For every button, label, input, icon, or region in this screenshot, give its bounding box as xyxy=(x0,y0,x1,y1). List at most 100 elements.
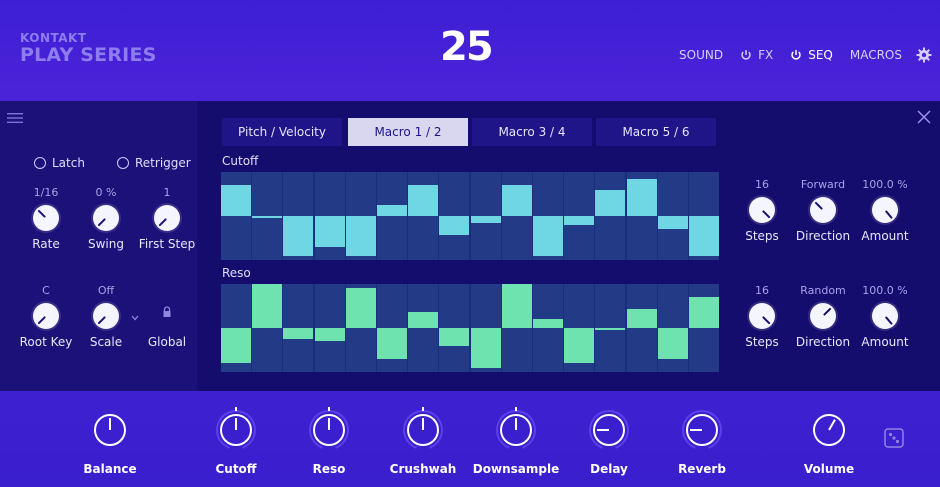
cutoff-step-bar xyxy=(439,216,470,236)
menu-icon[interactable] xyxy=(7,112,23,124)
cutoff-step-16[interactable] xyxy=(689,172,719,260)
reso-direction-value: Random xyxy=(800,284,846,297)
reso-step-5[interactable] xyxy=(345,284,376,372)
reso-step-bar xyxy=(595,328,626,330)
cutoff-step-3[interactable] xyxy=(283,172,314,260)
scale-knob[interactable] xyxy=(93,303,119,329)
cutoff-step-9[interactable] xyxy=(470,172,501,260)
cutoff-step-6[interactable] xyxy=(377,172,407,260)
scale-label: Scale xyxy=(89,335,123,349)
tab-macro-5-6[interactable]: Macro 5 / 6 xyxy=(596,118,716,146)
crushwah-knob[interactable] xyxy=(403,407,443,450)
cutoff-step-grid[interactable] xyxy=(221,172,719,260)
swing-knob[interactable] xyxy=(93,205,119,231)
macro-knobs-bar: Balance Cutoff Reso Crushwah Downsample … xyxy=(0,391,940,487)
nav-macros[interactable]: MACROS xyxy=(850,48,902,62)
cutoff-steps-knob[interactable] xyxy=(743,191,781,229)
latch-radio[interactable] xyxy=(34,157,46,169)
delay-knob[interactable] xyxy=(589,410,629,450)
cutoff-step-8[interactable] xyxy=(439,172,470,260)
power-icon[interactable] xyxy=(790,49,802,61)
root-key-knob[interactable] xyxy=(33,303,59,329)
cutoff-step-2[interactable] xyxy=(252,172,283,260)
reso-step-7[interactable] xyxy=(408,284,439,372)
first-step-knob[interactable] xyxy=(154,205,180,231)
reso-step-9[interactable] xyxy=(470,284,501,372)
reso-step-16[interactable] xyxy=(689,284,719,372)
cutoff-step-bar xyxy=(470,216,501,224)
reso-step-grid[interactable] xyxy=(221,284,719,372)
power-icon[interactable] xyxy=(740,49,752,61)
tab-pitch-velocity[interactable]: Pitch / Velocity xyxy=(222,118,342,146)
nav-fx[interactable]: FX xyxy=(740,48,773,62)
cutoff-knob[interactable] xyxy=(216,407,256,450)
reso-step-4[interactable] xyxy=(314,284,345,372)
cutoff-step-13[interactable] xyxy=(595,172,626,260)
cutoff-direction-value: Forward xyxy=(800,178,846,191)
sequencer-settings: Latch Retrigger 1/16 Rate 0 % Swing 1 Fi… xyxy=(0,101,197,391)
cutoff-direction-label: Direction xyxy=(795,229,851,243)
balance-knob[interactable] xyxy=(90,410,130,450)
nav-seq[interactable]: SEQ xyxy=(790,48,833,62)
root-key-value: C xyxy=(42,284,50,297)
cutoff-direction-knob[interactable] xyxy=(804,191,842,229)
reso-amount-control: 100.0 % Amount xyxy=(855,284,915,349)
cutoff-step-7[interactable] xyxy=(408,172,439,260)
tab-macro-3-4[interactable]: Macro 3 / 4 xyxy=(472,118,592,146)
reso-step-14[interactable] xyxy=(626,284,657,372)
retrigger-radio[interactable] xyxy=(117,157,129,169)
reso-steps-knob[interactable] xyxy=(743,297,781,335)
lock-icon[interactable] xyxy=(162,306,172,318)
downsample-knob[interactable] xyxy=(496,407,536,450)
first-step-control: 1 First Step xyxy=(137,186,197,251)
chevron-down-icon[interactable] xyxy=(131,315,139,321)
reso-step-10[interactable] xyxy=(501,284,532,372)
cutoff-step-12[interactable] xyxy=(564,172,595,260)
reverb-knob[interactable] xyxy=(682,410,722,450)
reso-step-1[interactable] xyxy=(221,284,251,372)
rate-control: 1/16 Rate xyxy=(16,186,76,251)
reso-step-bar xyxy=(501,284,532,328)
reso-knob[interactable] xyxy=(309,407,349,450)
reso-step-bar xyxy=(439,328,470,346)
cutoff-step-bar xyxy=(689,216,719,256)
tab-macro-1-2[interactable]: Macro 1 / 2 xyxy=(348,118,468,146)
reso-step-bar xyxy=(408,312,439,328)
cutoff-amount-knob[interactable] xyxy=(866,191,904,229)
retrigger-toggle[interactable]: Retrigger xyxy=(117,156,191,170)
nav-sound[interactable]: SOUND xyxy=(679,48,723,62)
cutoff-step-15[interactable] xyxy=(657,172,688,260)
nav-seq-label: SEQ xyxy=(808,48,833,62)
latch-toggle[interactable]: Latch xyxy=(34,156,85,170)
latch-label: Latch xyxy=(52,156,85,170)
reso-amount-knob[interactable] xyxy=(866,297,904,335)
rate-value: 1/16 xyxy=(33,186,59,199)
dice-icon[interactable] xyxy=(884,428,904,448)
volume-knob[interactable] xyxy=(807,408,851,452)
reso-direction-control: Random Direction xyxy=(793,284,853,349)
cutoff-step-14[interactable] xyxy=(626,172,657,260)
reso-step-15[interactable] xyxy=(657,284,688,372)
rate-knob[interactable] xyxy=(33,205,59,231)
reso-step-11[interactable] xyxy=(533,284,563,372)
gear-icon[interactable] xyxy=(916,47,932,63)
cutoff-step-11[interactable] xyxy=(533,172,563,260)
cutoff-step-1[interactable] xyxy=(221,172,251,260)
reso-step-6[interactable] xyxy=(377,284,407,372)
close-icon[interactable] xyxy=(916,109,932,125)
reso-direction-knob[interactable] xyxy=(804,297,842,335)
scale-control: Off Scale xyxy=(76,284,136,349)
reso-control: Reso xyxy=(284,407,374,476)
reso-step-3[interactable] xyxy=(283,284,314,372)
cutoff-step-10[interactable] xyxy=(501,172,532,260)
reso-step-13[interactable] xyxy=(595,284,626,372)
reso-step-2[interactable] xyxy=(252,284,283,372)
cutoff-step-4[interactable] xyxy=(314,172,345,260)
reso-step-12[interactable] xyxy=(564,284,595,372)
root-key-control: C Root Key xyxy=(16,284,76,349)
reso-amount-value: 100.0 % xyxy=(862,284,908,297)
reso-step-8[interactable] xyxy=(439,284,470,372)
cutoff-step-5[interactable] xyxy=(345,172,376,260)
reso-direction-label: Direction xyxy=(795,335,851,349)
